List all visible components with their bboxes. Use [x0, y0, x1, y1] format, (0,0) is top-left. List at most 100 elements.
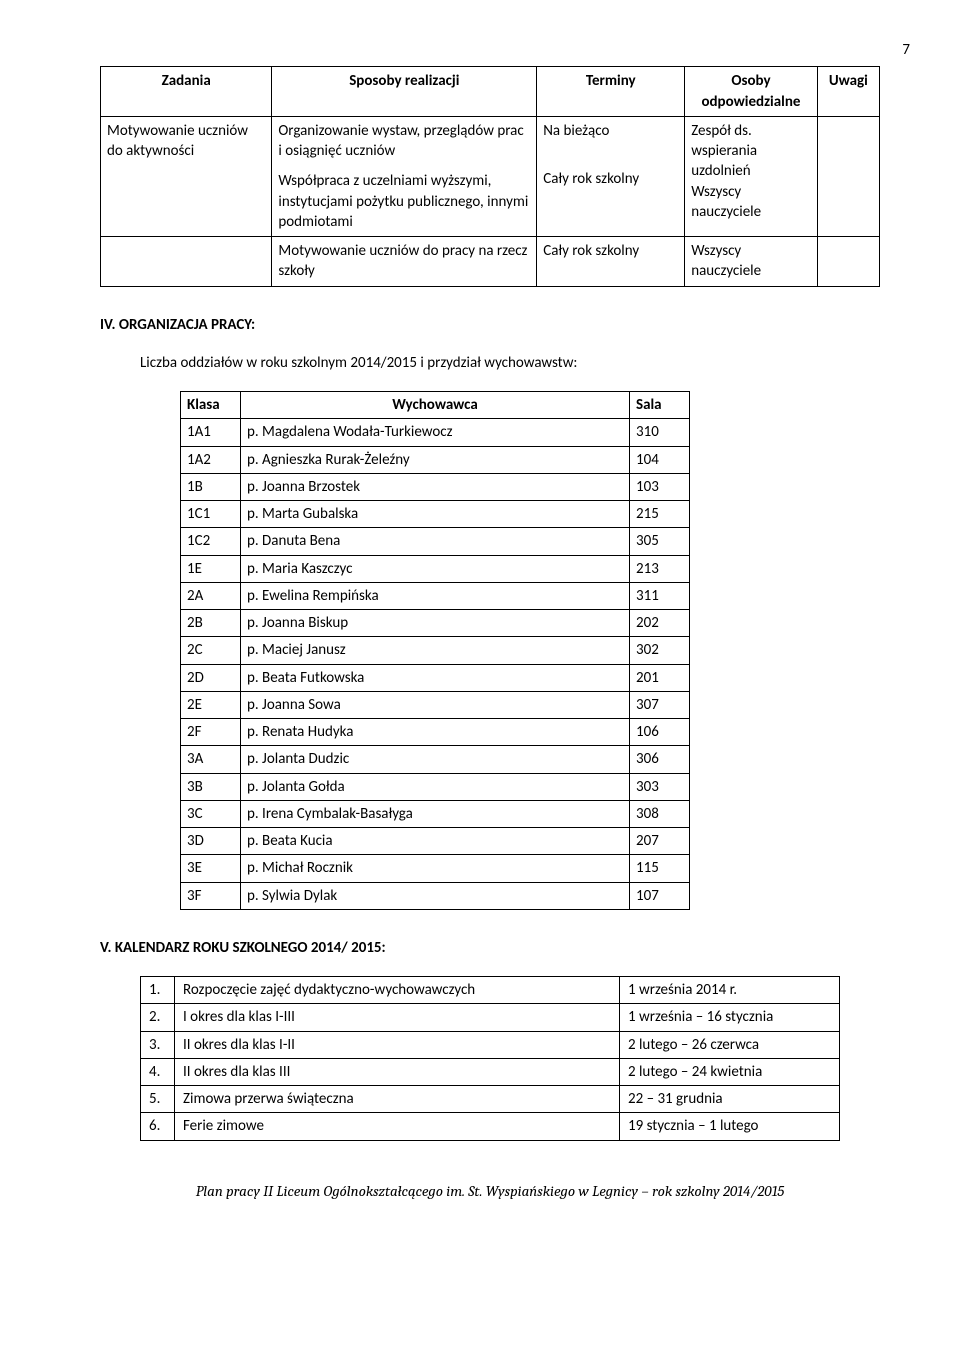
cell-osoby: Zespół ds. wspierania uzdolnień Wszyscy … — [685, 116, 817, 236]
cell-zadania — [101, 237, 272, 287]
cell-sala: 107 — [630, 882, 690, 909]
cell-klasa: 1C1 — [181, 501, 241, 528]
cell-sala: 302 — [630, 637, 690, 664]
cell-sposoby: Organizowanie wystaw, przeglądów prac i … — [272, 116, 537, 236]
cell-klasa: 2B — [181, 610, 241, 637]
cell-desc: II okres dla klas III — [175, 1058, 620, 1085]
table-row: 3Bp. Jolanta Gołda303 — [181, 773, 690, 800]
cell-wychowawca: p. Joanna Sowa — [241, 691, 630, 718]
table-row: 1A2p. Agnieszka Rurak-Żeleźny104 — [181, 446, 690, 473]
table-row: 1C2p. Danuta Bena305 — [181, 528, 690, 555]
cell-sala: 303 — [630, 773, 690, 800]
cell-wychowawca: p. Beata Kucia — [241, 828, 630, 855]
cell-zadania: Motywowanie uczniów do aktywności — [101, 116, 272, 236]
cell-wychowawca: p. Agnieszka Rurak-Żeleźny — [241, 446, 630, 473]
cell-wychowawca: p. Maria Kaszczyc — [241, 555, 630, 582]
table-row: 3Cp. Irena Cymbalak-Basałyga308 — [181, 800, 690, 827]
text: Organizowanie wystaw, przeglądów prac i … — [278, 121, 530, 162]
text: Współpraca z uczelniami wyższymi, instyt… — [278, 171, 530, 232]
cell-wychowawca: p. Joanna Brzostek — [241, 473, 630, 500]
text: Wszyscy nauczyciele — [691, 182, 810, 223]
cell-klasa: 1B — [181, 473, 241, 500]
cell-klasa: 1C2 — [181, 528, 241, 555]
table-row: 2Fp. Renata Hudyka106 — [181, 719, 690, 746]
cell-num: 2. — [141, 1004, 175, 1031]
table-row: 1Bp. Joanna Brzostek103 — [181, 473, 690, 500]
table-row: 2Ap. Ewelina Rempińska311 — [181, 582, 690, 609]
cell-sala: 104 — [630, 446, 690, 473]
spacer — [278, 161, 530, 171]
cell-klasa: 2E — [181, 691, 241, 718]
th-osoby: Osoby odpowiedzialne — [685, 67, 817, 117]
cell-klasa: 2A — [181, 582, 241, 609]
cell-klasa: 3B — [181, 773, 241, 800]
cell-sala: 308 — [630, 800, 690, 827]
cell-wychowawca: p. Magdalena Wodała-Turkiewocz — [241, 419, 630, 446]
cell-klasa: 3A — [181, 746, 241, 773]
table-row: 1C1p. Marta Gubalska215 — [181, 501, 690, 528]
text: Na bieżąco — [543, 121, 678, 141]
section-iv-sub: Liczba oddziałów w roku szkolnym 2014/20… — [140, 353, 880, 373]
cell-wychowawca: p. Marta Gubalska — [241, 501, 630, 528]
th-klasa: Klasa — [181, 392, 241, 419]
section-iv-title: IV. ORGANIZACJA PRACY: — [100, 315, 880, 335]
cell-wychowawca: p. Joanna Biskup — [241, 610, 630, 637]
table-row: 5.Zimowa przerwa świąteczna22 – 31 grudn… — [141, 1086, 840, 1113]
table-row: 1.Rozpoczęcie zajęć dydaktyczno-wychowaw… — [141, 977, 840, 1004]
cell-desc: Zimowa przerwa świąteczna — [175, 1086, 620, 1113]
cell-date: 2 lutego – 24 kwietnia — [620, 1058, 840, 1085]
spacer — [543, 141, 678, 169]
cell-sala: 310 — [630, 419, 690, 446]
table-row: 6.Ferie zimowe19 stycznia – 1 lutego — [141, 1113, 840, 1140]
cell-date: 1 września 2014 r. — [620, 977, 840, 1004]
cell-sala: 106 — [630, 719, 690, 746]
cell-klasa: 1E — [181, 555, 241, 582]
cell-osoby: Wszyscy nauczyciele — [685, 237, 817, 287]
table-row: 4.II okres dla klas III2 lutego – 24 kwi… — [141, 1058, 840, 1085]
cell-wychowawca: p. Danuta Bena — [241, 528, 630, 555]
table-row: 3Dp. Beata Kucia207 — [181, 828, 690, 855]
cell-desc: II okres dla klas I-II — [175, 1031, 620, 1058]
cell-num: 1. — [141, 977, 175, 1004]
cell-sala: 311 — [630, 582, 690, 609]
cell-wychowawca: p. Jolanta Dudzic — [241, 746, 630, 773]
tasks-table: Zadania Sposoby realizacji Terminy Osoby… — [100, 66, 880, 286]
cell-date: 22 – 31 grudnia — [620, 1086, 840, 1113]
table-row: 2Dp. Beata Futkowska201 — [181, 664, 690, 691]
cell-num: 5. — [141, 1086, 175, 1113]
cell-sala: 115 — [630, 855, 690, 882]
cell-klasa: 2C — [181, 637, 241, 664]
table-row: 2Bp. Joanna Biskup202 — [181, 610, 690, 637]
cell-wychowawca: p. Renata Hudyka — [241, 719, 630, 746]
cell-klasa: 1A1 — [181, 419, 241, 446]
cell-terminy: Na bieżąco Cały rok szkolny — [537, 116, 685, 236]
footer-text: Plan pracy II Liceum Ogólnokształcącego … — [100, 1181, 880, 1201]
cell-wychowawca: p. Ewelina Rempińska — [241, 582, 630, 609]
section-v-title: V. KALENDARZ ROKU SZKOLNEGO 2014/ 2015: — [100, 938, 880, 958]
cell-uwagi — [817, 116, 879, 236]
cell-date: 1 września – 16 stycznia — [620, 1004, 840, 1031]
cell-sala: 306 — [630, 746, 690, 773]
table-row: 3Ap. Jolanta Dudzic306 — [181, 746, 690, 773]
cell-desc: Ferie zimowe — [175, 1113, 620, 1140]
cell-desc: I okres dla klas I-III — [175, 1004, 620, 1031]
cell-wychowawca: p. Beata Futkowska — [241, 664, 630, 691]
table-row: 2Ep. Joanna Sowa307 — [181, 691, 690, 718]
cell-wychowawca: p. Sylwia Dylak — [241, 882, 630, 909]
cell-num: 4. — [141, 1058, 175, 1085]
cell-sala: 202 — [630, 610, 690, 637]
cell-sala: 103 — [630, 473, 690, 500]
table-row: 1A1p. Magdalena Wodała-Turkiewocz310 — [181, 419, 690, 446]
table-row: 2Cp. Maciej Janusz302 — [181, 637, 690, 664]
cell-sala: 213 — [630, 555, 690, 582]
table-row: Motywowanie uczniów do aktywności Organi… — [101, 116, 880, 236]
cell-num: 3. — [141, 1031, 175, 1058]
calendar-table: 1.Rozpoczęcie zajęć dydaktyczno-wychowaw… — [140, 976, 840, 1141]
th-terminy: Terminy — [537, 67, 685, 117]
cell-wychowawca: p. Maciej Janusz — [241, 637, 630, 664]
table-row: 3.II okres dla klas I-II2 lutego – 26 cz… — [141, 1031, 840, 1058]
cell-sala: 207 — [630, 828, 690, 855]
cell-date: 19 stycznia – 1 lutego — [620, 1113, 840, 1140]
table-row: 3Fp. Sylwia Dylak107 — [181, 882, 690, 909]
cell-klasa: 2D — [181, 664, 241, 691]
